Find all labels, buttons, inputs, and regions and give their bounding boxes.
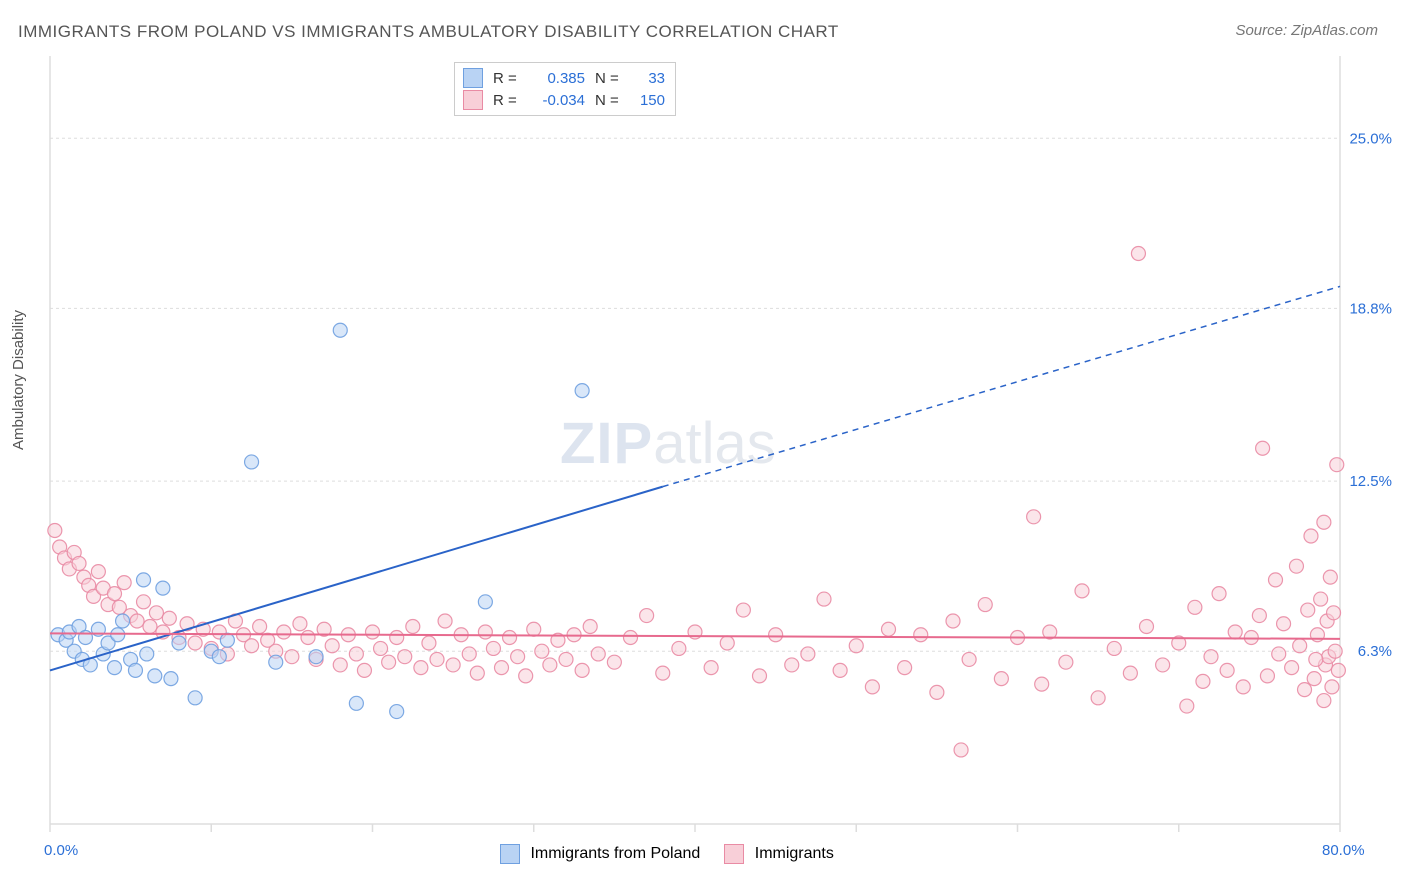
swatch-a <box>500 844 520 864</box>
svg-text:6.3%: 6.3% <box>1358 643 1392 660</box>
n-value: 150 <box>631 92 665 109</box>
r-value: 0.385 <box>529 70 585 87</box>
swatch-b <box>463 90 483 110</box>
r-label: R = <box>493 70 519 87</box>
stats-row-b: R = -0.034 N = 150 <box>463 89 665 111</box>
swatch-a <box>463 68 483 88</box>
r-label: R = <box>493 92 519 109</box>
stats-row-a: R = 0.385 N = 33 <box>463 67 665 89</box>
swatch-b <box>724 844 744 864</box>
stats-legend: R = 0.385 N = 33 R = -0.034 N = 150 <box>454 62 676 116</box>
legend-item-b: Immigrants <box>724 844 834 864</box>
svg-text:18.8%: 18.8% <box>1349 300 1392 317</box>
svg-text:25.0%: 25.0% <box>1349 130 1392 147</box>
scatter-chart: 6.3% 12.5% 18.8% 25.0% <box>0 0 1406 892</box>
r-value: -0.034 <box>529 92 585 109</box>
svg-text:12.5%: 12.5% <box>1349 473 1392 490</box>
x-axis-max: 80.0% <box>1322 842 1365 859</box>
legend-item-a: Immigrants from Poland <box>500 844 700 864</box>
n-label: N = <box>595 92 621 109</box>
x-axis-min: 0.0% <box>44 842 78 859</box>
series-legend: Immigrants from Poland Immigrants <box>500 844 834 864</box>
legend-label: Immigrants from Poland <box>530 845 700 862</box>
n-value: 33 <box>631 70 665 87</box>
legend-label: Immigrants <box>755 845 834 862</box>
n-label: N = <box>595 70 621 87</box>
